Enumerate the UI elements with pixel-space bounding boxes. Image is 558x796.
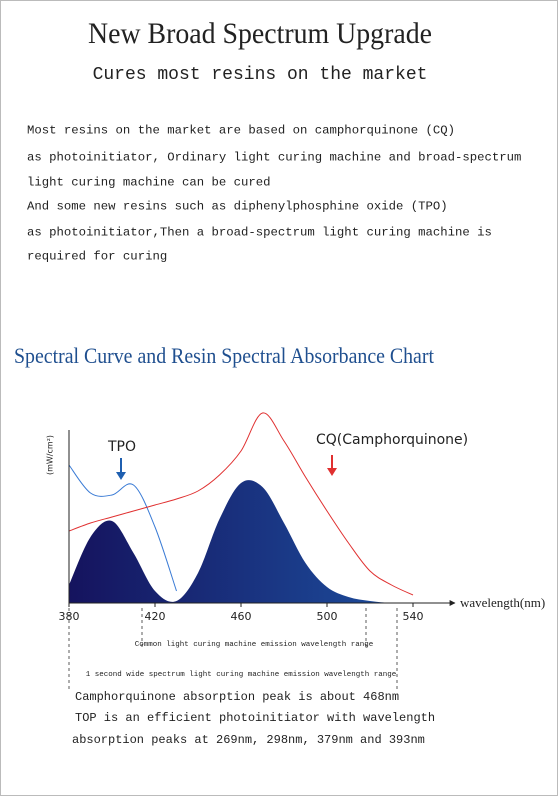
title: New Broad Spectrum Upgrade bbox=[88, 17, 432, 50]
note: absorption peaks at 269nm, 298nm, 379nm … bbox=[72, 733, 425, 747]
cq-label: CQ(Camphorquinone) bbox=[316, 432, 468, 448]
x-tick-label: 540 bbox=[403, 610, 424, 623]
x-tick-label: 460 bbox=[231, 610, 252, 623]
body-line: required for curing bbox=[27, 249, 167, 263]
body-line: Most resins on the market are based on c… bbox=[27, 123, 455, 137]
subtitle: Cures most resins on the market bbox=[93, 65, 428, 85]
chart-title: Spectral Curve and Resin Spectral Absorb… bbox=[14, 343, 434, 368]
absorbance-line bbox=[68, 464, 177, 592]
x-axis-label: wavelength(nm) bbox=[460, 595, 545, 610]
tpo-label: TPO bbox=[107, 439, 136, 455]
body-line: light curing machine can be cured bbox=[27, 175, 271, 189]
cq-arrow-head bbox=[327, 468, 337, 476]
emission-area bbox=[69, 480, 413, 604]
range-annotation: Common light curing machine emission wav… bbox=[135, 641, 374, 649]
y-axis-label: (mW/cm²) bbox=[46, 435, 55, 475]
tpo-arrow-head bbox=[116, 472, 126, 480]
range-annotation: 1 second wide spectrum light curing mach… bbox=[86, 671, 397, 679]
ranges bbox=[68, 608, 398, 690]
body-line: And some new resins such as diphenylphos… bbox=[27, 199, 448, 213]
absorbance-line bbox=[68, 412, 414, 596]
note: Camphorquinone absorption peak is about … bbox=[75, 690, 399, 704]
body-line: as photoinitiator,Then a broad-spectrum … bbox=[27, 225, 492, 239]
x-tick-label: 420 bbox=[145, 610, 166, 623]
body-line: as photoinitiator, Ordinary light curing… bbox=[27, 150, 521, 164]
note: TOP is an efficient photoinitiator with … bbox=[75, 711, 435, 725]
x-tick-label: 500 bbox=[317, 610, 338, 623]
